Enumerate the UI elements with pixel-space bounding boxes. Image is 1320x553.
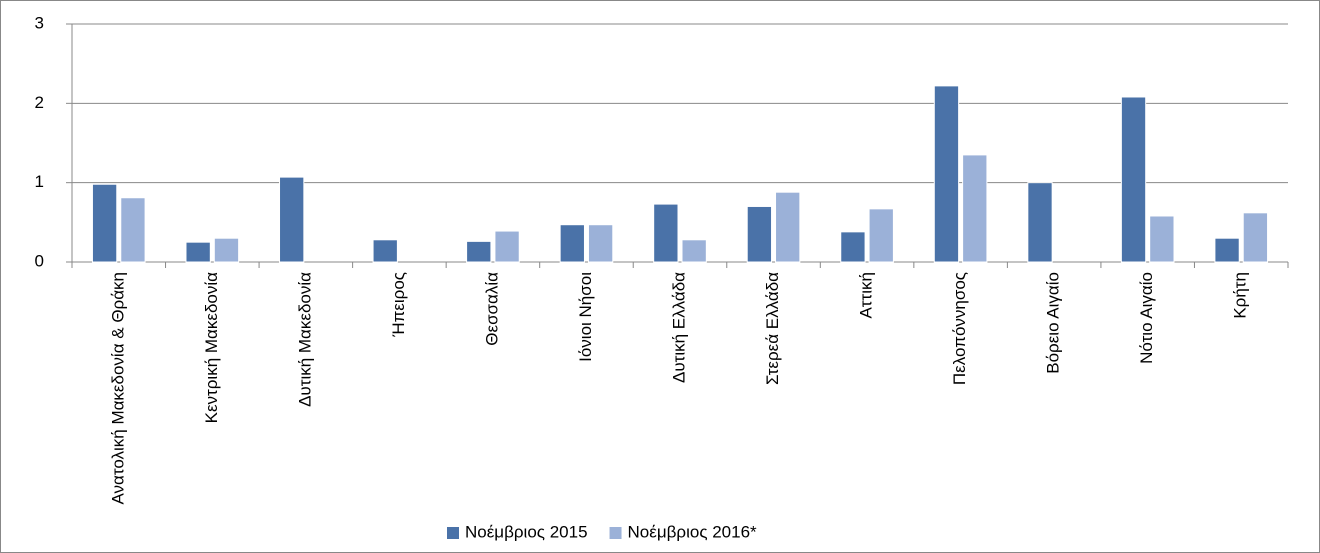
legend-swatch [447, 527, 459, 539]
x-tick-label: Αττική [857, 272, 876, 319]
legend-swatch [609, 527, 622, 539]
bar [185, 241, 211, 263]
bar [868, 208, 894, 263]
bar [91, 183, 118, 263]
bar [466, 240, 492, 263]
bar [1149, 215, 1175, 263]
x-tick-label: Νότιο Αιγαίο [1137, 272, 1156, 364]
bar [840, 231, 866, 263]
bar [120, 197, 146, 263]
bar [213, 237, 240, 263]
bar [681, 239, 707, 263]
x-tick-label: Ιόνιοι Νήσοι [576, 272, 595, 362]
bar [1242, 212, 1269, 263]
x-tick-label: Ανατολική Μακεδονία & Θράκη [108, 272, 127, 504]
x-tick-label: Δυτική Μακεδονία [295, 272, 314, 407]
legend-label: Νοέμβριος 2016* [628, 522, 758, 541]
x-tick-label: Κεντρική Μακεδονία [202, 272, 221, 424]
bar [775, 191, 801, 263]
bar [372, 239, 398, 263]
x-tick-label: Στερεά Ελλάδα [763, 272, 782, 385]
bar [587, 224, 614, 263]
bar [933, 85, 960, 263]
bar [494, 230, 520, 263]
bar [1214, 237, 1240, 263]
x-tick-label: Βόρειο Αιγαίο [1044, 272, 1063, 374]
bar [653, 203, 679, 263]
y-tick-label: 3 [35, 13, 44, 32]
y-tick-label: 1 [35, 172, 44, 191]
bar [1027, 182, 1053, 263]
x-tick-label: Ήπειρος [389, 272, 408, 338]
x-tick-label: Θεσσαλία [482, 272, 501, 346]
bar [559, 224, 585, 263]
legend-label: Νοέμβριος 2015 [465, 522, 588, 541]
bar [962, 154, 988, 263]
bar [1120, 96, 1147, 263]
y-tick-label: 0 [35, 251, 44, 270]
x-tick-label: Δυτική Ελλάδα [669, 272, 688, 383]
bar [279, 176, 305, 263]
bar [746, 205, 773, 263]
y-tick-label: 2 [35, 93, 44, 112]
x-tick-label: Πελοπόννησος [950, 272, 969, 385]
x-tick-label: Κρήτη [1231, 272, 1250, 319]
